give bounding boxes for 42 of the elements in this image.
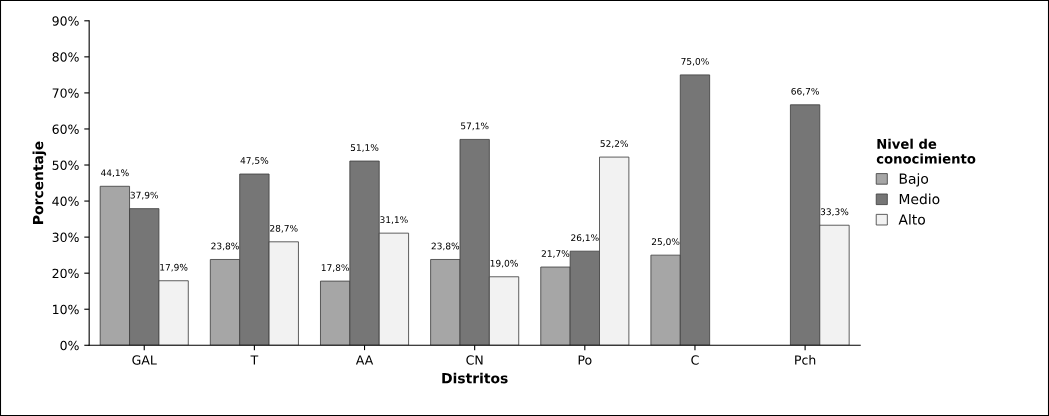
data-label: 37,9%	[130, 191, 159, 200]
data-label: 26,1%	[571, 234, 599, 243]
y-tick-label: 60%	[52, 124, 79, 134]
legend-label: Medio	[899, 193, 940, 205]
x-axis-title: Distritos	[442, 372, 508, 384]
y-tick-label: 80%	[52, 52, 79, 62]
y-axis-title: Porcentaje	[32, 141, 47, 224]
x-tick-label: Pch	[795, 355, 816, 365]
data-label: 66,7%	[791, 87, 819, 96]
y-tick-label: 50%	[52, 160, 79, 170]
legend-title: Nivel de conocimiento	[876, 138, 976, 164]
data-label: 17,9%	[160, 263, 188, 272]
data-label: 44,1%	[100, 169, 129, 178]
x-tick-label: C	[691, 355, 699, 365]
legend-label: Alto	[898, 213, 925, 225]
data-label: 51,1%	[350, 144, 379, 152]
y-tick-label: 10%	[53, 304, 79, 315]
data-label: 23,8%	[431, 242, 460, 251]
data-label: 19,0%	[490, 259, 518, 268]
data-label: 23,8%	[211, 242, 239, 251]
y-tick-label: 20%	[52, 268, 79, 279]
x-tick-label: Po	[578, 355, 592, 365]
data-label: 47,5%	[240, 157, 269, 165]
legend-label: Bajo	[899, 173, 929, 187]
data-label: 57,1%	[461, 122, 489, 131]
x-tick-label: T	[250, 355, 259, 365]
data-label: 17,8%	[321, 264, 349, 272]
x-tick-label: CN	[466, 355, 483, 365]
data-label: 31,1%	[380, 216, 408, 224]
y-tick-label: 0%	[60, 340, 79, 351]
data-label: 25,0%	[651, 238, 680, 246]
x-tick-label: AA	[355, 355, 374, 365]
data-label: 33,3%	[820, 208, 849, 217]
y-tick-label: 70%	[52, 88, 79, 98]
y-tick-label: 90%	[52, 16, 79, 26]
data-label: 21,7%	[541, 250, 570, 258]
x-tick-label: GAL	[132, 355, 157, 365]
data-label: 28,7%	[270, 224, 298, 233]
data-label: 75,0%	[681, 57, 709, 66]
data-label: 52,2%	[600, 140, 629, 148]
y-tick-label: 30%	[52, 232, 79, 243]
y-tick-label: 40%	[52, 196, 79, 206]
